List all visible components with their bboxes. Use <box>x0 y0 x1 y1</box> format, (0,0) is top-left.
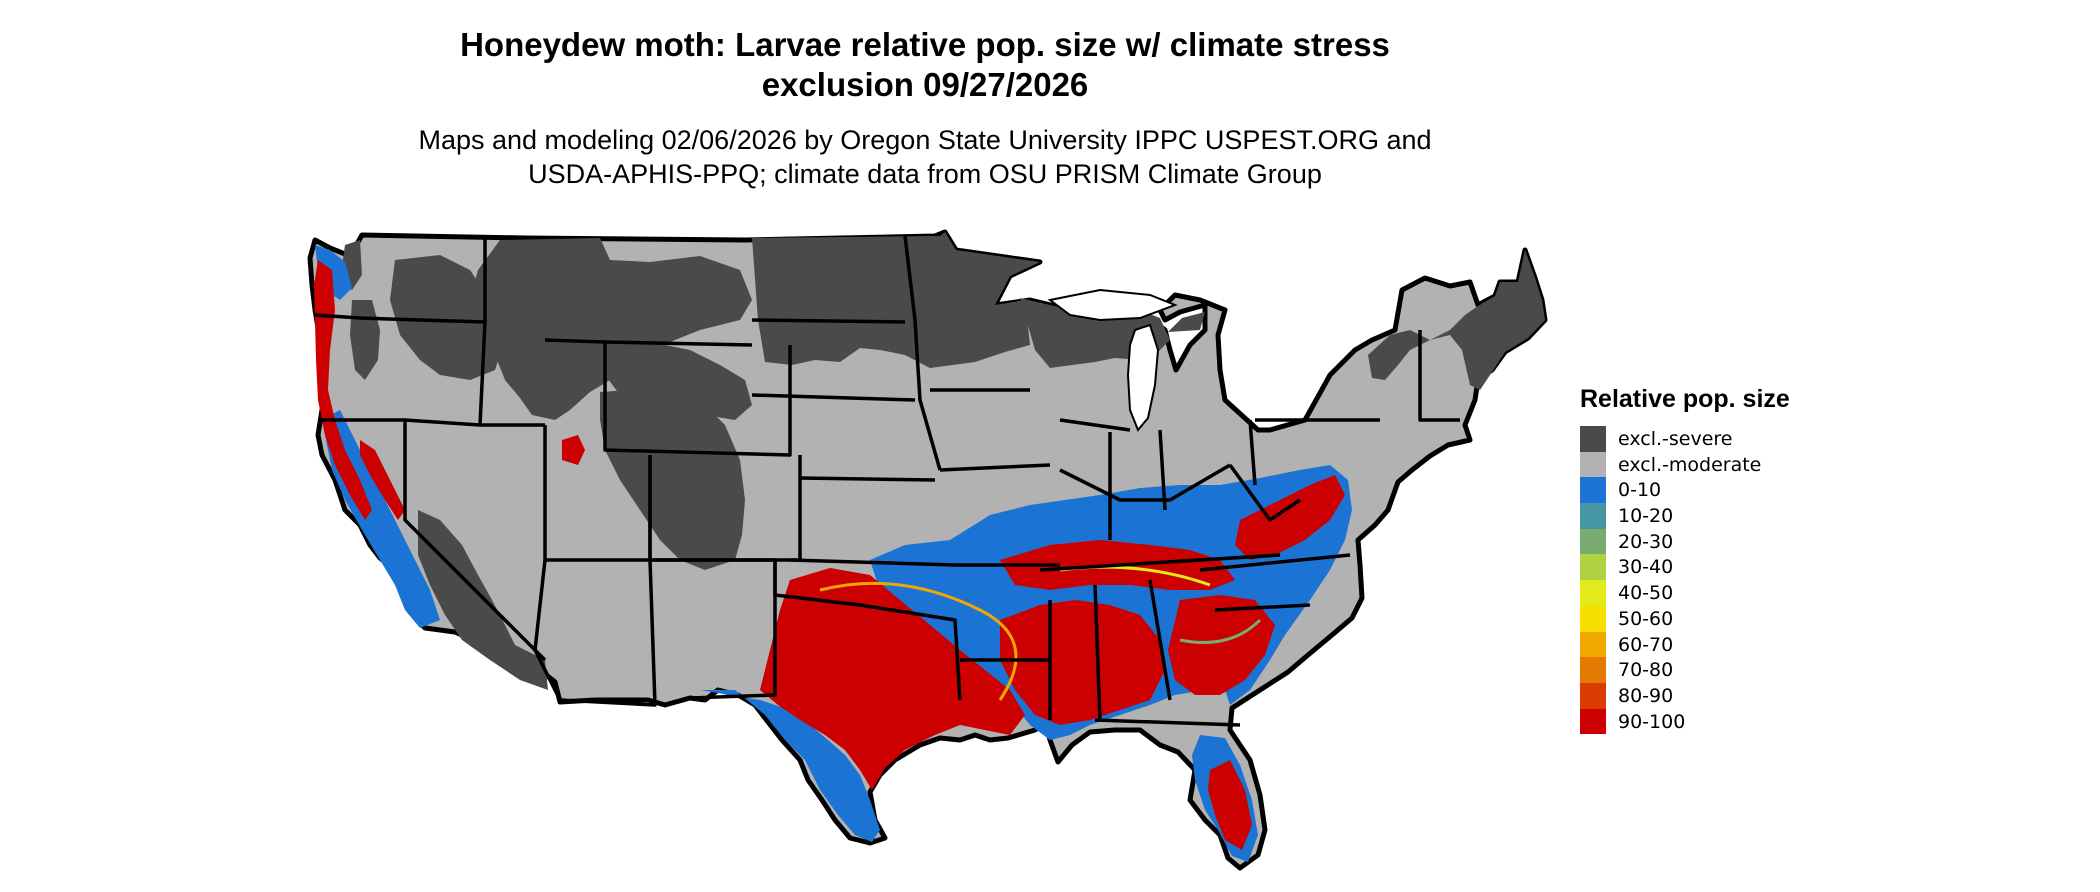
border-id-west <box>478 238 545 427</box>
legend-swatch <box>1580 580 1606 606</box>
legend-label: 40-50 <box>1618 582 1674 605</box>
border-wa-or <box>314 313 486 324</box>
legend-swatch <box>1580 528 1606 555</box>
border-co <box>648 455 802 562</box>
legend-item: 40-50 <box>1580 580 1790 606</box>
border-in-oh <box>1158 429 1167 511</box>
legend-swatch <box>1580 451 1606 478</box>
legend-label: 80-90 <box>1618 684 1674 707</box>
new-england-severe <box>1368 250 1545 390</box>
texas-coast-blue <box>700 690 880 842</box>
border-al-ga <box>1148 579 1172 701</box>
legend-swatch <box>1580 708 1606 735</box>
map-title-line-2: exclusion 09/27/2026 <box>761 66 1089 103</box>
border-sd-ne <box>751 393 916 402</box>
lake-superior <box>1047 288 1178 322</box>
legend-item: 90-100 <box>1580 708 1790 735</box>
great-lakes <box>1047 288 1178 432</box>
border-ne-ks <box>799 476 936 482</box>
border-dakotas-east <box>903 235 942 471</box>
colorado-severe <box>600 388 745 570</box>
transition-band-1 <box>819 581 1018 701</box>
border-ms-al <box>1093 584 1102 721</box>
florida-red <box>1208 760 1252 850</box>
legend-label: 60-70 <box>1618 633 1674 656</box>
legend-swatch <box>1580 682 1606 709</box>
border-az <box>533 559 657 707</box>
legend-item: 50-60 <box>1580 605 1790 632</box>
high-risk-regions <box>314 260 1345 850</box>
border-ia-mo <box>939 463 1051 472</box>
legend-label: 90-100 <box>1618 710 1686 733</box>
map-title-line-1: Honeydew moth: Larvae relative pop. size… <box>460 26 1390 63</box>
legend-item: 80-90 <box>1580 682 1790 709</box>
southern-plains-red <box>760 568 1025 790</box>
legend-label: 50-60 <box>1618 607 1674 630</box>
legend-item: 10-20 <box>1580 503 1790 529</box>
legend-item: 20-30 <box>1580 528 1790 555</box>
border-ks-ok <box>789 558 956 567</box>
legend-swatch <box>1580 605 1606 632</box>
lake-michigan <box>1126 323 1160 432</box>
utah-red <box>562 435 585 465</box>
legend-item: 30-40 <box>1580 554 1790 581</box>
legend-item: 70-80 <box>1580 657 1790 683</box>
michigan-north-severe <box>1168 312 1205 332</box>
transition-band-3 <box>1179 618 1262 644</box>
border-ky-oh <box>1059 463 1231 502</box>
state-borders <box>314 235 1460 727</box>
border-oh-pa <box>1248 419 1257 486</box>
border-ok-tx <box>773 560 962 701</box>
legend-item: 60-70 <box>1580 631 1790 658</box>
northern-plains-severe <box>752 232 1040 368</box>
legend-title: Relative pop. size <box>1580 385 1790 413</box>
legend-swatch <box>1580 631 1606 658</box>
border-tn-ky <box>1039 553 1281 572</box>
legend-swatch <box>1580 554 1606 581</box>
virginia-red <box>1235 475 1345 560</box>
legend-items: excl.-severe excl.-moderate 0-10 10-20 20-30… <box>1580 426 1790 735</box>
legend-label: 10-20 <box>1618 505 1674 528</box>
border-nc-sc <box>1214 603 1311 612</box>
legend-label: 30-40 <box>1618 556 1674 579</box>
lower-mississippi-red <box>1000 600 1165 725</box>
border-new-england <box>1418 330 1460 422</box>
border-nd-sd <box>751 318 906 324</box>
border-ga-fl <box>1094 718 1241 727</box>
border-wv <box>1228 463 1301 522</box>
southeast-red <box>1168 595 1275 695</box>
legend-swatch <box>1580 657 1606 683</box>
wyoming-severe <box>600 340 752 420</box>
legend-swatch <box>1580 503 1606 529</box>
rockies-north-severe <box>470 238 752 420</box>
legend-item: 0-10 <box>1580 477 1790 504</box>
map-legend: Relative pop. size excl.-severe excl.-mod… <box>1580 384 1790 735</box>
california-coast-red <box>314 260 372 520</box>
idaho-severe <box>390 255 505 380</box>
border-ca-nv <box>403 420 547 662</box>
border-wy <box>603 342 792 457</box>
legend-item: excl.-moderate <box>1580 451 1790 478</box>
legend-swatch <box>1580 477 1606 504</box>
legend-label: 70-80 <box>1618 659 1674 682</box>
central-valley-red <box>360 440 405 520</box>
legend-item: excl.-severe <box>1580 426 1790 452</box>
legend-label: excl.-severe <box>1618 428 1733 450</box>
legend-swatch <box>1580 426 1606 452</box>
border-wi-il <box>1059 418 1131 432</box>
map-subtitle-line-1: Maps and modeling 02/06/2026 by Oregon S… <box>418 125 1432 155</box>
border-va-nc <box>1199 553 1351 572</box>
legend-label: excl.-moderate <box>1618 453 1762 476</box>
legend-label: 20-30 <box>1618 530 1674 553</box>
map-subtitle-line-2: USDA-APHIS-PPQ; climate data from OSU PR… <box>528 159 1322 189</box>
legend-label: 0-10 <box>1618 479 1662 502</box>
